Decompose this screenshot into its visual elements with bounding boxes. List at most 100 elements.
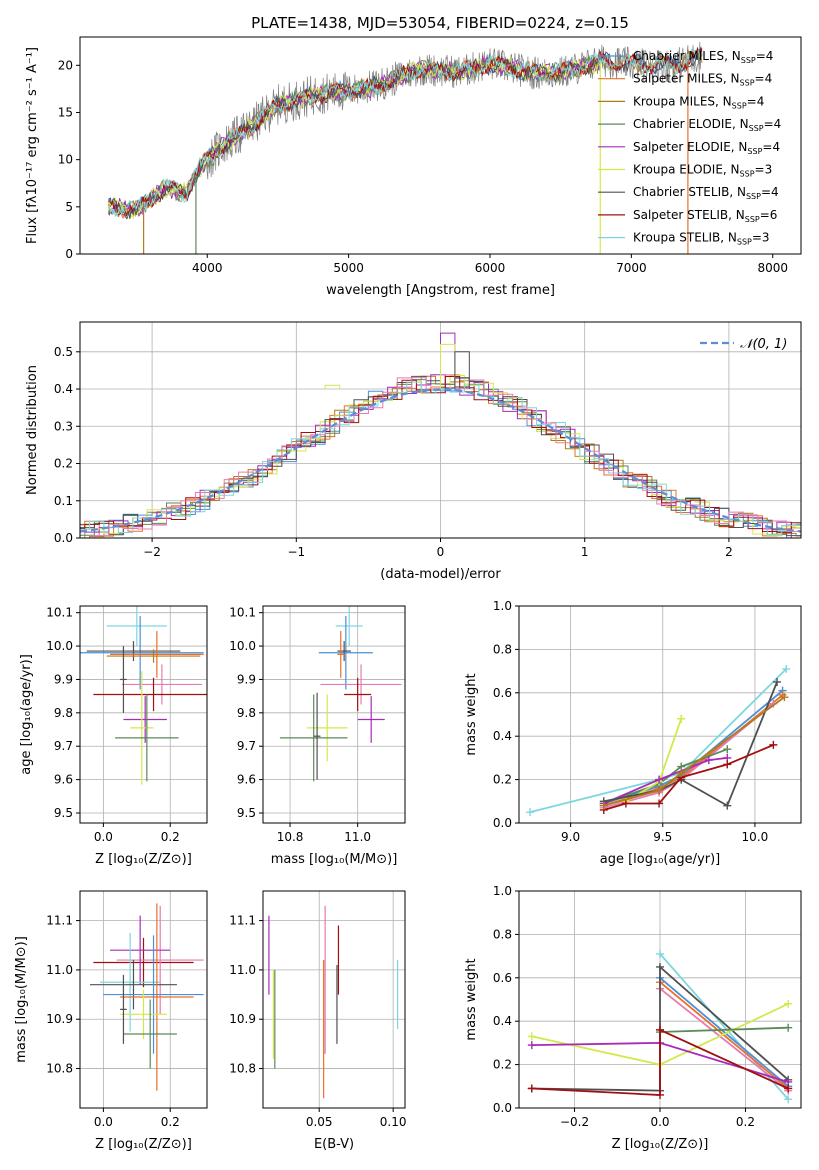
weight-point-marker [527, 1084, 536, 1093]
histogram-bin [324, 384, 341, 390]
residuals-axes: −2 −1 0 1 2 0.0 0.1 0.2 0.3 0.4 0.5 (data-model)/er… [25, 322, 801, 582]
histogram-bin [440, 332, 456, 390]
errorbar-point [306, 694, 348, 762]
x-axis-label: (data-model)/error [380, 567, 501, 582]
weight-point-marker [780, 693, 789, 702]
y-tick-label: 0.5 [54, 345, 73, 359]
x-axis-label: wavelength [Angstrom, rest frame] [326, 283, 555, 298]
weight_vs_Z-frame [518, 890, 802, 1109]
weight_vs_Z-axes: −0.2 0.0 0.2 0.0 0.2 0.4 0.6 0.8 1.0 Z [log₁₀(Z/Z… [464, 884, 801, 1152]
spectrum-model-line [107, 48, 703, 217]
errorbar-point [337, 631, 345, 678]
mass_vs_EBV-axes: 0.05 0.10 10.8 10.9 11.0 11.1 E(B-V) [229, 891, 407, 1152]
weight-point-marker [655, 775, 664, 784]
x-tick-label: 9.5 [653, 830, 672, 844]
errorbar-point [313, 692, 321, 780]
y-tick-label: 9.9 [54, 672, 73, 686]
weight-point-marker [656, 949, 664, 958]
legend-entry: Kroupa STELIB, NSSP=3 [633, 231, 770, 247]
x-axis-label: E(B-V) [314, 1137, 354, 1152]
weight-series-line [659, 977, 789, 1087]
weight-point-marker [655, 786, 664, 795]
y-tick-label: 9.7 [54, 739, 73, 753]
y-tick-label: 10.0 [229, 639, 256, 653]
y-tick-label: 9.6 [237, 773, 256, 787]
x-tick-label: 0.0 [94, 1115, 113, 1129]
legend-entry: Chabrier STELIB, NSSP=4 [633, 185, 779, 201]
weight-series-line [659, 987, 789, 1092]
x-tick-label: 0.2 [736, 1115, 755, 1129]
errorbar-point [110, 631, 204, 678]
y-tick-label: 1.0 [493, 884, 512, 898]
legend-entry: 𝒩(0, 1) [740, 337, 787, 352]
weight-point-marker [723, 760, 732, 769]
errorbar-point [80, 616, 204, 690]
weight-point-marker [782, 664, 791, 673]
weight-point-marker [655, 799, 664, 808]
y-tick-label: 9.5 [237, 806, 256, 820]
x-tick-label: 0.05 [306, 1115, 333, 1129]
y-tick-label: 1.0 [493, 599, 512, 613]
spectrum-axes: 4000 5000 6000 7000 8000 0 5 10 15 20 wavelength [… [25, 47, 788, 298]
legend-entry: Chabrier MILES, NSSP=4 [633, 49, 773, 65]
y-tick-label: 0.2 [54, 457, 73, 471]
y-tick-label: 9.7 [237, 739, 256, 753]
normal-curve [80, 388, 801, 533]
y-tick-label: 9.5 [54, 806, 73, 820]
x-tick-label: 5000 [333, 261, 364, 275]
x-tick-label: 2 [725, 545, 733, 559]
y-tick-label: 9.6 [54, 773, 73, 787]
weight-point-marker [704, 756, 713, 765]
y-tick-label: 20 [58, 58, 73, 72]
y-tick-label: 0.8 [493, 642, 512, 656]
mass_vs_Z-axes: 0.0 0.2 10.8 10.9 11.0 11.1 Z [log₁₀(Z/Z⊙)] mas… [14, 891, 207, 1152]
x-tick-label: −2 [143, 545, 161, 559]
errorbar-point [103, 935, 204, 1054]
figure-title: PLATE=1438, MJD=53054, FIBERID=0224, z=0… [251, 14, 629, 32]
y-tick-label: 0.3 [54, 419, 73, 433]
weight-point-marker [773, 677, 782, 686]
spectrum-legend: Chabrier MILES, NSSP=4 Salpeter MILES, NS… [598, 49, 781, 247]
weight-point-marker [621, 799, 630, 808]
weight-point-marker [527, 1041, 536, 1050]
errorbar-point [120, 903, 194, 1091]
errorbar-point [130, 671, 154, 785]
histogram-bin [454, 351, 470, 390]
errorbar-point [86, 641, 181, 662]
y-tick-label: 10.1 [229, 606, 256, 620]
y-tick-label: 10.0 [46, 639, 73, 653]
spectrum-data-line [107, 41, 703, 216]
y-tick-label: 0.6 [493, 971, 512, 985]
mass_vs_EBV-frame [262, 890, 406, 1109]
weight-point-marker [784, 1095, 793, 1104]
y-tick-label: 0.8 [493, 927, 512, 941]
y-tick-label: 0.1 [54, 494, 73, 508]
legend-entry: Kroupa MILES, NSSP=4 [633, 94, 764, 110]
x-tick-label: 11.0 [344, 830, 371, 844]
x-tick-label: 4000 [192, 261, 223, 275]
weight-point-marker [599, 801, 608, 810]
spectrum-model-line [107, 56, 603, 220]
x-tick-label: 8000 [757, 261, 788, 275]
x-tick-label: 0 [437, 545, 445, 559]
errorbar-point [120, 974, 127, 1044]
y-tick-label: 10 [58, 153, 73, 167]
legend-entry: Salpeter ELODIE, NSSP=4 [633, 140, 780, 156]
errorbar-point [116, 905, 204, 1015]
errorbar-point [93, 677, 207, 712]
y-tick-label: 15 [58, 105, 73, 119]
y-tick-label: 0.2 [493, 773, 512, 787]
y-axis-label: mass weight [464, 673, 479, 755]
errorbar-point [106, 649, 201, 663]
weight-series-line [659, 953, 789, 1100]
weight-series-line [603, 744, 774, 811]
x-tick-label: 0.2 [161, 830, 180, 844]
y-axis-label: mass weight [464, 958, 479, 1040]
x-tick-label: 9.0 [561, 830, 580, 844]
weight_vs_age-axes: 9.0 9.5 10.0 0.0 0.2 0.4 0.6 0.8 1.0 age [log₁₀(a… [464, 599, 801, 867]
age_vs_Z-axes: 0.0 0.2 9.5 9.6 9.7 9.8 9.9 10.0 10.1 Z [log₁₀(Z/… [19, 606, 207, 867]
errorbar-point [123, 696, 167, 743]
spectrum-model-line [107, 53, 603, 216]
